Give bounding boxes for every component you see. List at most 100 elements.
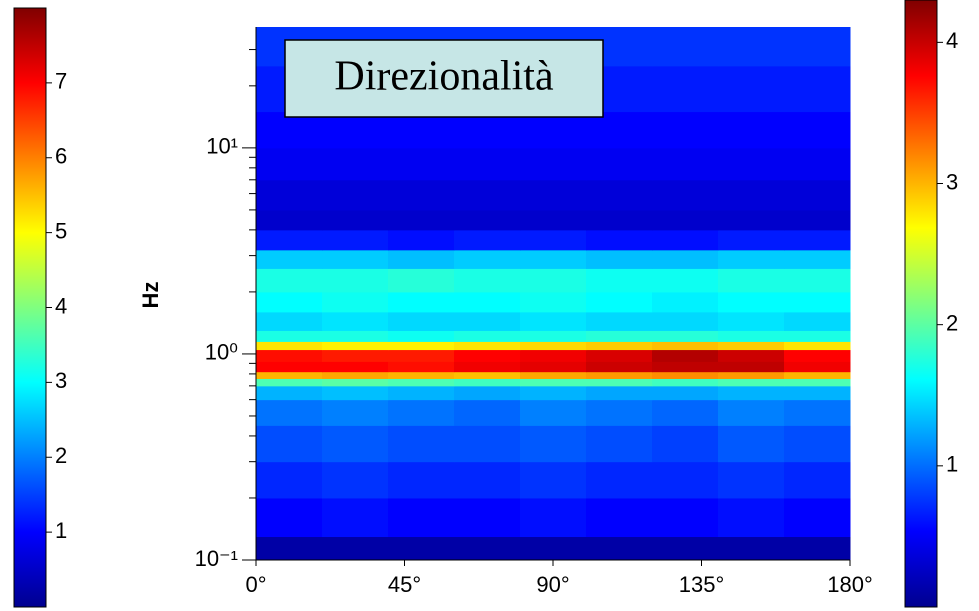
heatmap-cell bbox=[322, 425, 389, 463]
heatmap-cell bbox=[586, 425, 653, 463]
heatmap-cell bbox=[388, 536, 455, 561]
heatmap-cell bbox=[454, 385, 521, 401]
heatmap-cell bbox=[718, 311, 785, 331]
heatmap-cell bbox=[784, 111, 851, 149]
colorbar-tick-label: 3 bbox=[946, 169, 958, 194]
heatmap-cell bbox=[718, 341, 785, 351]
heatmap-cell bbox=[388, 249, 455, 269]
heatmap bbox=[256, 27, 851, 561]
heatmap-cell bbox=[718, 27, 785, 67]
heatmap-cell bbox=[718, 249, 785, 269]
heatmap-cell bbox=[784, 399, 851, 426]
heatmap-cell bbox=[586, 268, 653, 293]
heatmap-cell bbox=[586, 536, 653, 561]
heatmap-cell bbox=[454, 349, 521, 362]
heatmap-cell bbox=[256, 179, 323, 211]
heatmap-cell bbox=[454, 209, 521, 231]
heatmap-cell bbox=[256, 385, 323, 401]
heatmap-cell bbox=[256, 147, 323, 181]
heatmap-cell bbox=[718, 497, 785, 538]
heatmap-cell bbox=[784, 65, 851, 113]
heatmap-cell bbox=[586, 311, 653, 331]
heatmap-cell bbox=[652, 291, 719, 313]
heatmap-cell bbox=[388, 330, 455, 342]
colorbar-tick-label: 3 bbox=[55, 368, 67, 393]
heatmap-cell bbox=[652, 425, 719, 463]
heatmap-cell bbox=[784, 425, 851, 463]
heatmap-cell bbox=[388, 425, 455, 463]
heatmap-cell bbox=[586, 371, 653, 379]
heatmap-cell bbox=[520, 209, 587, 231]
colorbar bbox=[13, 7, 47, 608]
heatmap-cell bbox=[586, 349, 653, 362]
colorbar-tick-label: 7 bbox=[55, 69, 67, 94]
heatmap-cell bbox=[388, 497, 455, 538]
heatmap-cell bbox=[454, 371, 521, 379]
heatmap-cell bbox=[652, 349, 719, 362]
heatmap-cell bbox=[586, 147, 653, 181]
colorbar-tick-label: 6 bbox=[55, 144, 67, 169]
heatmap-cell bbox=[652, 361, 719, 373]
heatmap-cell bbox=[784, 179, 851, 211]
heatmap-cell bbox=[454, 461, 521, 499]
heatmap-cell bbox=[454, 399, 521, 426]
heatmap-cell bbox=[718, 209, 785, 231]
heatmap-cell bbox=[784, 147, 851, 181]
chart-title: Direzionalità bbox=[334, 54, 554, 100]
heatmap-cell bbox=[388, 179, 455, 211]
heatmap-cell bbox=[322, 497, 389, 538]
heatmap-cell bbox=[652, 111, 719, 149]
heatmap-cell bbox=[454, 268, 521, 293]
heatmap-cell bbox=[454, 311, 521, 331]
heatmap-cell bbox=[256, 209, 323, 231]
heatmap-cell bbox=[652, 371, 719, 379]
heatmap-cell bbox=[652, 311, 719, 331]
x-tick-label: 45° bbox=[388, 572, 421, 597]
heatmap-cell bbox=[586, 209, 653, 231]
heatmap-cell bbox=[784, 371, 851, 379]
x-tick-label: 90° bbox=[536, 572, 569, 597]
heatmap-cell bbox=[784, 461, 851, 499]
heatmap-cell bbox=[652, 497, 719, 538]
heatmap-cell bbox=[652, 536, 719, 561]
heatmap-cell bbox=[520, 330, 587, 342]
heatmap-cell bbox=[388, 461, 455, 499]
heatmap-cell bbox=[520, 361, 587, 373]
heatmap-cell bbox=[520, 249, 587, 269]
heatmap-cell bbox=[586, 291, 653, 313]
heatmap-cell bbox=[718, 536, 785, 561]
heatmap-cell bbox=[718, 361, 785, 373]
heatmap-cell bbox=[322, 341, 389, 351]
heatmap-cell bbox=[784, 249, 851, 269]
heatmap-cell bbox=[388, 229, 455, 251]
heatmap-cell bbox=[718, 385, 785, 401]
heatmap-cell bbox=[322, 249, 389, 269]
heatmap-cell bbox=[652, 27, 719, 67]
heatmap-cell bbox=[454, 291, 521, 313]
heatmap-cell bbox=[520, 349, 587, 362]
colorbar-tick-label: 5 bbox=[55, 218, 67, 243]
heatmap-cell bbox=[256, 249, 323, 269]
heatmap-cell bbox=[388, 311, 455, 331]
heatmap-cell bbox=[718, 268, 785, 293]
heatmap-cell bbox=[454, 497, 521, 538]
x-tick-label: 180° bbox=[827, 572, 873, 597]
heatmap-cell bbox=[388, 385, 455, 401]
heatmap-cell bbox=[256, 229, 323, 251]
heatmap-cell bbox=[784, 341, 851, 351]
x-tick-label: 0° bbox=[245, 572, 266, 597]
heatmap-cell bbox=[322, 268, 389, 293]
heatmap-cell bbox=[322, 378, 389, 387]
heatmap-cell bbox=[322, 461, 389, 499]
heatmap-cell bbox=[454, 425, 521, 463]
heatmap-cell bbox=[784, 291, 851, 313]
colorbar-tick-label: 2 bbox=[946, 310, 958, 335]
y-tick-label: 10⁻¹ bbox=[195, 546, 238, 571]
heatmap-cell bbox=[322, 179, 389, 211]
heatmap-cell bbox=[784, 27, 851, 67]
heatmap-cell bbox=[652, 378, 719, 387]
colorbar-tick-label: 4 bbox=[55, 293, 67, 318]
heatmap-cell bbox=[652, 179, 719, 211]
heatmap-cell bbox=[586, 378, 653, 387]
heatmap-cell bbox=[784, 385, 851, 401]
